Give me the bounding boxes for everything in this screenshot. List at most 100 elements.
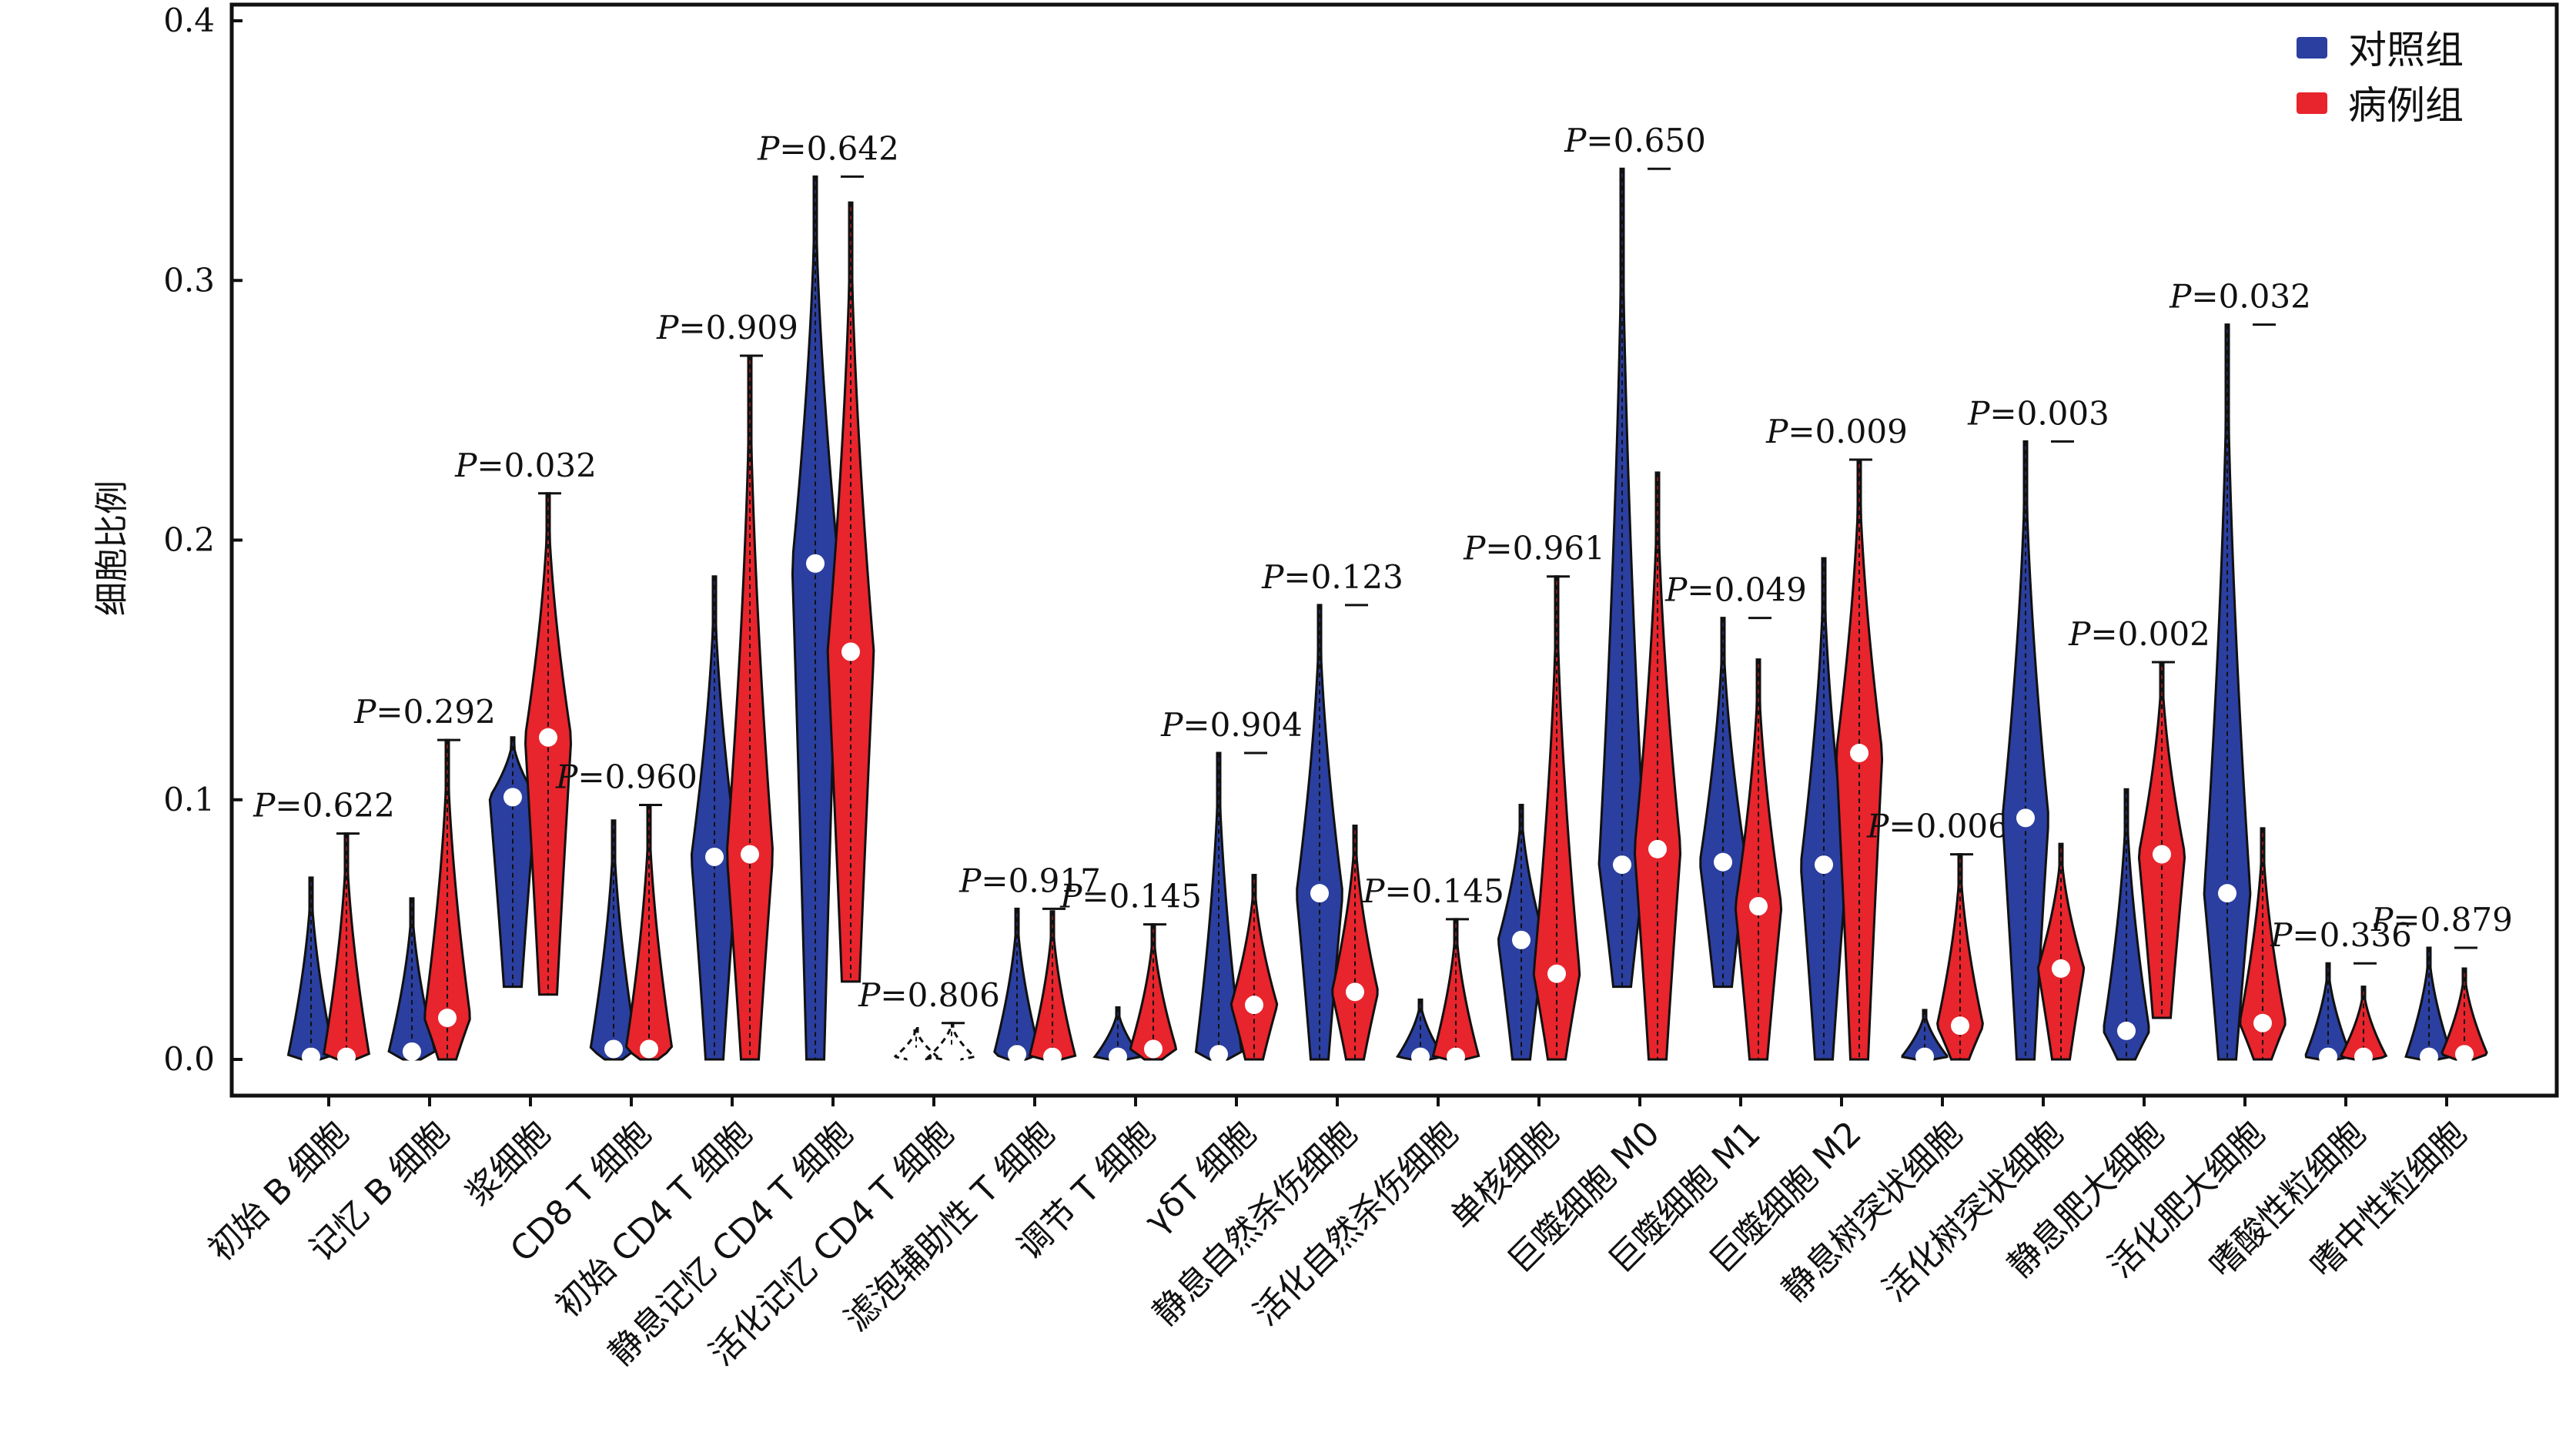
p-value-label: P=0.145	[1059, 878, 1202, 915]
median-point	[2016, 808, 2035, 828]
median-point	[2319, 1047, 2337, 1066]
p-value-label: P=0.049	[1664, 571, 1807, 609]
median-point	[1411, 1047, 1430, 1066]
p-value-label: P=0.879	[2370, 901, 2513, 939]
median-point	[1648, 839, 1667, 858]
median-point	[2354, 1047, 2373, 1066]
median-point	[2153, 845, 2171, 864]
category-label: 活化树突状细胞	[1875, 1114, 2071, 1310]
category-label: 浆细胞	[458, 1114, 557, 1213]
p-value-label: P=0.123	[1261, 558, 1403, 596]
p-value-label: P=0.032	[454, 447, 597, 484]
p-value-label: P=0.961	[1463, 530, 1605, 567]
median-point	[403, 1042, 421, 1061]
violin-group: P=0.003	[1967, 394, 2109, 1061]
violin-group: P=0.145	[1362, 872, 1504, 1066]
median-point	[1815, 855, 1833, 875]
median-point	[705, 847, 724, 866]
median-point	[841, 642, 860, 661]
p-value-label: P=0.917	[958, 862, 1101, 899]
median-point	[1209, 1045, 1228, 1064]
y-tick-label: 0.4	[163, 2, 215, 39]
p-value-label: P=0.292	[353, 693, 496, 731]
median-point	[1008, 1045, 1026, 1064]
median-point	[1144, 1039, 1163, 1059]
category-label: 静息树突状细胞	[1775, 1114, 1970, 1310]
median-point	[1951, 1016, 1969, 1036]
median-point	[1547, 964, 1566, 983]
violin-group: P=0.032	[2169, 278, 2311, 1061]
median-point	[2052, 959, 2070, 978]
median-point	[806, 554, 825, 573]
p-value-label: P=0.806	[858, 976, 1000, 1014]
y-tick-label: 0.3	[163, 261, 215, 299]
median-point	[1915, 1047, 1934, 1066]
median-point	[2218, 884, 2236, 903]
legend-label-case: 病例组	[2348, 83, 2464, 128]
violin-group: P=0.049	[1664, 571, 1807, 1061]
violin-group: P=0.009	[1765, 413, 1908, 1061]
p-value-label: P=0.145	[1362, 872, 1504, 910]
violin-group: P=0.002	[2068, 615, 2210, 1061]
median-point	[1714, 852, 1732, 872]
median-point	[907, 1047, 925, 1066]
p-value-label: P=0.960	[555, 758, 698, 795]
median-point	[1850, 744, 1868, 763]
p-value-label: P=0.006	[1866, 808, 2009, 845]
violin-group: P=0.961	[1463, 530, 1605, 1061]
median-point	[942, 1047, 961, 1066]
y-axis: 0.0 0.1 0.2 0.3 0.4	[163, 2, 243, 1078]
violin-control	[1296, 604, 1343, 1061]
violin-case	[423, 738, 471, 1061]
median-point	[2420, 1047, 2438, 1066]
median-point	[1512, 930, 1531, 949]
violin-group: P=0.879	[2370, 901, 2513, 1066]
p-value-label: P=0.003	[1967, 394, 2109, 432]
violin-case	[1331, 824, 1379, 1061]
p-value-label: P=0.622	[253, 787, 395, 825]
violin-control	[2103, 788, 2150, 1061]
median-point	[337, 1047, 356, 1066]
violin-case	[1028, 910, 1077, 1061]
p-value-label: P=0.650	[1564, 122, 1706, 159]
p-value-label: P=0.904	[1160, 706, 1303, 744]
violin-group: P=0.650	[1564, 122, 1706, 1061]
violin-group: P=0.123	[1261, 558, 1403, 1061]
median-point	[2455, 1045, 2474, 1064]
violin-group: P=0.642	[757, 129, 899, 1061]
plot-frame	[229, 2, 2559, 1098]
median-point	[640, 1039, 658, 1059]
violin-control	[2304, 962, 2352, 1061]
median-point	[503, 788, 522, 807]
legend-label-control: 对照组	[2348, 28, 2464, 72]
median-point	[1749, 897, 1768, 916]
violin-group: P=0.622	[253, 787, 395, 1066]
violin-group: P=0.006	[1866, 808, 2009, 1066]
y-tick-label: 0.0	[163, 1040, 215, 1078]
violins: P=0.622 P=0.292 P=0.032 P=0.960 P=0.909 P=0.6…	[253, 122, 2513, 1066]
p-value-label: P=0.002	[2068, 615, 2210, 653]
median-point	[1447, 1047, 1465, 1066]
median-point	[539, 728, 557, 747]
violin-case	[1229, 874, 1279, 1061]
median-point	[2253, 1013, 2272, 1032]
median-point	[2117, 1021, 2136, 1040]
y-axis-label: 细胞比例	[92, 480, 132, 616]
median-point	[1245, 996, 1263, 1015]
median-point	[302, 1047, 320, 1066]
median-point	[1109, 1047, 1127, 1066]
violin-group: P=0.336	[2270, 916, 2412, 1066]
p-value-label: P=0.909	[656, 309, 798, 346]
y-tick-label: 0.1	[163, 781, 215, 818]
violin-group: P=0.292	[353, 693, 496, 1061]
violin-group: P=0.904	[1160, 706, 1303, 1064]
violin-group: P=0.806	[858, 976, 1000, 1066]
p-value-label: P=0.009	[1765, 413, 1908, 450]
median-point	[741, 845, 759, 864]
median-point	[1043, 1047, 1062, 1066]
p-value-label: P=0.336	[2270, 916, 2412, 954]
median-point	[604, 1039, 623, 1059]
legend: 对照组 病例组	[2297, 28, 2464, 128]
legend-swatch-case	[2297, 92, 2327, 114]
